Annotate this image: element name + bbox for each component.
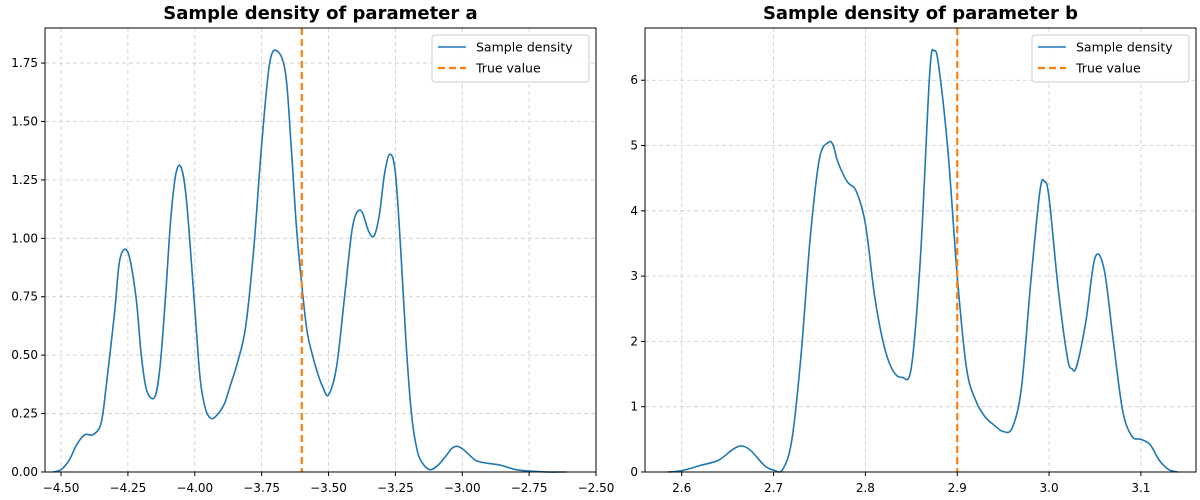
- x-tick-label: −4.50: [43, 481, 80, 495]
- y-tick-label: 0.75: [11, 290, 38, 304]
- x-tick-label: −3.25: [377, 481, 414, 495]
- legend-label: True value: [475, 61, 541, 76]
- axes-frame: [644, 27, 1197, 473]
- legend-label: True value: [1075, 61, 1141, 76]
- y-tick-label: 2: [630, 334, 638, 348]
- x-tick-label: −4.25: [110, 481, 147, 495]
- y-tick-label: 0.50: [11, 348, 38, 362]
- x-tick-label: −3.00: [444, 481, 481, 495]
- chart-panel-a: −4.50 −4.25 −4.00 −3.75 −3.50 −3.25 −3.00 −2.75…: [11, 3, 614, 495]
- y-tick-label: 1.50: [11, 114, 38, 128]
- x-tick-label: 2.9: [948, 481, 967, 495]
- legend: Sample density True value: [1031, 34, 1190, 83]
- y-tick-label: 5: [630, 139, 638, 153]
- x-tick-label: 2.6: [672, 481, 691, 495]
- x-tick-label: 3.0: [1040, 481, 1059, 495]
- legend: Sample density True value: [431, 34, 590, 83]
- y-tick-label: 1.00: [11, 231, 38, 245]
- x-tick-label: −3.50: [310, 481, 347, 495]
- x-tick-label: −3.75: [243, 481, 280, 495]
- x-tick-label: −4.00: [176, 481, 213, 495]
- y-tick-label: 0.25: [11, 407, 38, 421]
- y-tick-label: 0: [630, 465, 638, 479]
- density-curve: [667, 48, 1178, 473]
- chart-panel-b: 2.6 2.7 2.8 2.9 3.0 3.1 0 1 2 3 4 5 6 Sample density …: [630, 3, 1197, 495]
- x-tick-label: −2.75: [511, 481, 548, 495]
- legend-label: Sample density: [1076, 40, 1173, 55]
- chart-title: Sample density of parameter a: [163, 3, 477, 24]
- y-tick-label: 4: [630, 204, 638, 218]
- y-tick-label: 3: [630, 269, 638, 283]
- y-tick-label: 1.25: [11, 173, 38, 187]
- x-tick-label: 2.7: [764, 481, 783, 495]
- chart-title: Sample density of parameter b: [763, 3, 1078, 24]
- legend-box: [431, 34, 590, 83]
- y-tick-label: 1: [630, 400, 638, 414]
- x-tick-label: 2.8: [856, 481, 875, 495]
- density-curve: [52, 49, 567, 473]
- axes-frame: [44, 27, 597, 473]
- y-tick-label: 1.75: [11, 56, 38, 70]
- x-tick-label: 3.1: [1131, 481, 1150, 495]
- y-tick-label: 6: [630, 73, 638, 87]
- y-tick-label: 0.00: [11, 465, 38, 479]
- legend-box: [1031, 34, 1190, 83]
- legend-label: Sample density: [476, 40, 573, 55]
- x-tick-label: −2.50: [578, 481, 615, 495]
